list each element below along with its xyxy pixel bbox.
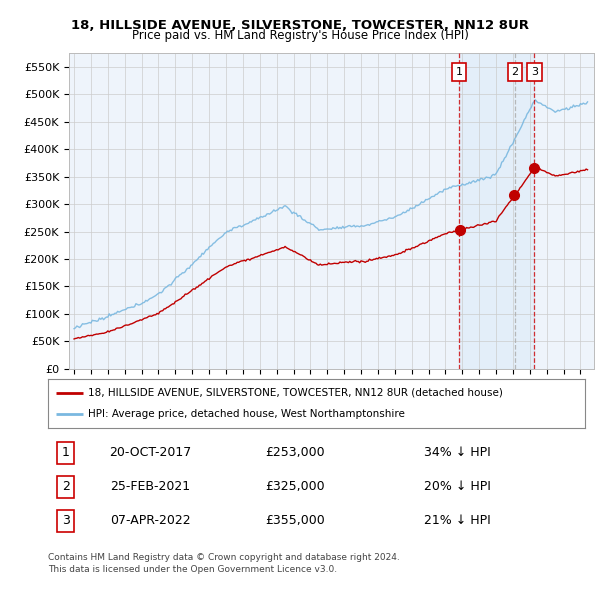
Text: 25-FEB-2021: 25-FEB-2021 — [110, 480, 190, 493]
Text: 2: 2 — [62, 480, 70, 493]
Text: 2: 2 — [511, 67, 518, 77]
Text: Price paid vs. HM Land Registry's House Price Index (HPI): Price paid vs. HM Land Registry's House … — [131, 29, 469, 42]
Text: 21% ↓ HPI: 21% ↓ HPI — [424, 514, 491, 527]
Bar — [459, 53, 535, 369]
Text: 3: 3 — [62, 514, 70, 527]
Text: 20% ↓ HPI: 20% ↓ HPI — [424, 480, 491, 493]
Text: HPI: Average price, detached house, West Northamptonshire: HPI: Average price, detached house, West… — [88, 409, 405, 419]
Text: 1: 1 — [62, 446, 70, 459]
Text: 07-APR-2022: 07-APR-2022 — [110, 514, 190, 527]
Text: This data is licensed under the Open Government Licence v3.0.: This data is licensed under the Open Gov… — [48, 565, 337, 574]
Text: 20-OCT-2017: 20-OCT-2017 — [109, 446, 191, 459]
Text: £355,000: £355,000 — [265, 514, 325, 527]
Text: 34% ↓ HPI: 34% ↓ HPI — [424, 446, 491, 459]
Text: 18, HILLSIDE AVENUE, SILVERSTONE, TOWCESTER, NN12 8UR: 18, HILLSIDE AVENUE, SILVERSTONE, TOWCES… — [71, 19, 529, 32]
Text: 3: 3 — [531, 67, 538, 77]
Text: 1: 1 — [455, 67, 463, 77]
Text: £325,000: £325,000 — [265, 480, 325, 493]
Text: Contains HM Land Registry data © Crown copyright and database right 2024.: Contains HM Land Registry data © Crown c… — [48, 553, 400, 562]
Text: £253,000: £253,000 — [265, 446, 325, 459]
Text: 18, HILLSIDE AVENUE, SILVERSTONE, TOWCESTER, NN12 8UR (detached house): 18, HILLSIDE AVENUE, SILVERSTONE, TOWCES… — [88, 388, 503, 398]
